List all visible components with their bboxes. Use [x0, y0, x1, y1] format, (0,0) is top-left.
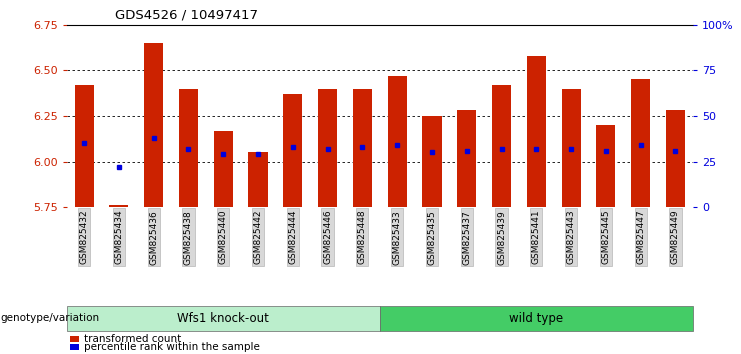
- Bar: [492, 85, 511, 207]
- Text: transformed count: transformed count: [84, 334, 182, 344]
- Bar: [213, 131, 233, 207]
- Text: percentile rank within the sample: percentile rank within the sample: [84, 342, 260, 352]
- Text: Wfs1 knock-out: Wfs1 knock-out: [177, 312, 269, 325]
- Bar: [70, 344, 79, 350]
- Bar: [67, 306, 379, 331]
- Bar: [353, 88, 372, 207]
- Bar: [379, 306, 693, 331]
- Bar: [597, 125, 616, 207]
- Text: genotype/variation: genotype/variation: [1, 313, 100, 323]
- Bar: [422, 116, 442, 207]
- Bar: [248, 153, 268, 207]
- Bar: [388, 76, 407, 207]
- Bar: [70, 336, 79, 342]
- Bar: [562, 88, 581, 207]
- Bar: [283, 94, 302, 207]
- Bar: [144, 43, 163, 207]
- Bar: [527, 56, 546, 207]
- Text: wild type: wild type: [509, 312, 563, 325]
- Bar: [179, 88, 198, 207]
- Bar: [457, 110, 476, 207]
- Bar: [110, 205, 128, 207]
- Text: GDS4526 / 10497417: GDS4526 / 10497417: [115, 9, 258, 22]
- Bar: [666, 110, 685, 207]
- Bar: [631, 80, 650, 207]
- Bar: [75, 85, 93, 207]
- Bar: [318, 88, 337, 207]
